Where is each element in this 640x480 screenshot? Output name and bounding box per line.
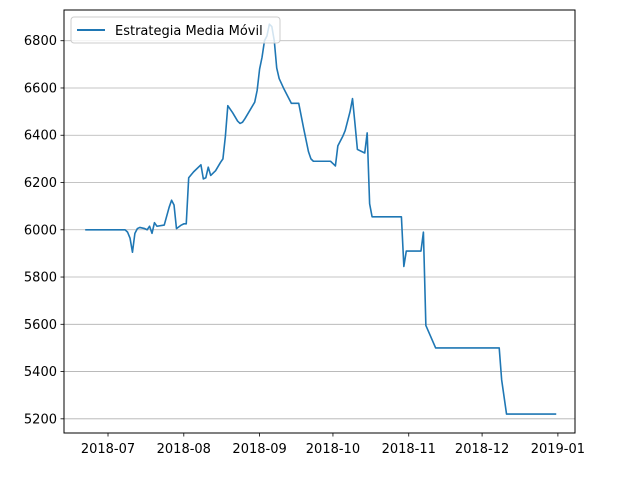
x-tick-label: 2018-11	[382, 442, 436, 457]
x-tick-label: 2018-08	[157, 442, 211, 457]
x-tick-label: 2019-01	[531, 442, 585, 457]
legend-label: Estrategia Media Móvil	[115, 24, 263, 39]
y-tick-label: 5800	[24, 271, 57, 286]
x-tick-label: 2018-10	[306, 442, 360, 457]
axis-layer: 5200 5400 5600 5800 6000 6200 6400 6600 6800 2018…	[24, 34, 585, 457]
y-tick-label: 6400	[24, 129, 57, 144]
plot-area	[64, 10, 575, 433]
legend-box	[70, 16, 281, 44]
x-tick-label: 2018-07	[81, 442, 135, 457]
plot-frame	[63, 9, 576, 434]
x-tick-label: 2018-12	[455, 442, 509, 457]
x-tick-label: 2018-09	[232, 442, 286, 457]
y-tick-label: 6000	[24, 223, 57, 238]
y-tick-label: 6600	[24, 81, 57, 96]
y-tick-label: 6800	[24, 34, 57, 49]
y-tick-label: 5400	[24, 365, 57, 380]
y-tick-label: 5200	[24, 412, 57, 427]
legend: Estrategia Media Móvil	[70, 16, 281, 44]
y-tick-label: 6200	[24, 176, 57, 191]
y-tick-label: 5600	[24, 318, 57, 333]
